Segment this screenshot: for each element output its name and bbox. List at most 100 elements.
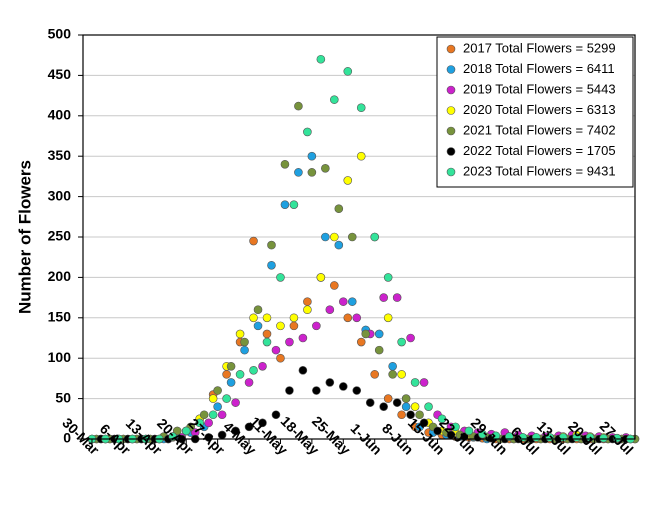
point [383, 394, 393, 403]
point [240, 337, 249, 347]
point [316, 54, 326, 64]
legend-marker [446, 65, 456, 74]
legend-marker [446, 85, 456, 95]
point [276, 321, 285, 331]
point [392, 398, 402, 407]
point [397, 337, 406, 347]
point [262, 313, 272, 323]
point [226, 378, 236, 387]
point [181, 426, 191, 436]
legend-label: 2021 Total Flowers = 7402 [463, 122, 616, 137]
point [334, 240, 344, 250]
point [271, 410, 281, 420]
point [347, 297, 357, 306]
point [383, 273, 393, 282]
legend-label: 2019 Total Flowers = 5443 [463, 81, 616, 96]
point [478, 429, 487, 439]
point [172, 426, 182, 436]
legend-label: 2018 Total Flowers = 6411 [463, 61, 615, 76]
point [222, 370, 231, 379]
legend-label: 2017 Total Flowers = 5299 [463, 40, 616, 55]
legend-box [436, 36, 634, 188]
point [356, 337, 366, 347]
point [267, 260, 276, 270]
point [289, 200, 299, 209]
point [330, 95, 339, 104]
point [352, 386, 362, 395]
point [388, 361, 397, 371]
point [338, 297, 348, 306]
point [491, 431, 501, 441]
point [347, 232, 357, 242]
point [285, 386, 294, 395]
point [267, 240, 276, 250]
point [213, 402, 222, 411]
point [599, 433, 608, 443]
point [356, 103, 366, 113]
point [294, 168, 303, 177]
point [374, 345, 384, 355]
point [419, 418, 429, 428]
point [298, 366, 308, 375]
y-tick-label: 400 [48, 107, 72, 123]
point [370, 232, 380, 242]
point [303, 127, 312, 137]
point [334, 204, 344, 214]
point [410, 378, 420, 387]
point [262, 337, 272, 347]
y-tick-label: 0 [63, 430, 71, 446]
point [401, 402, 411, 411]
point [415, 410, 424, 420]
point [244, 378, 254, 387]
legend-marker [446, 106, 456, 115]
legend-marker [446, 147, 456, 156]
point [289, 321, 299, 331]
point [307, 151, 317, 161]
point [312, 321, 321, 331]
y-tick-label: 50 [55, 389, 71, 405]
point [406, 410, 415, 420]
point [451, 422, 460, 432]
y-axis-label: Number of Flowers [15, 160, 34, 314]
point [213, 386, 222, 395]
point [231, 426, 240, 436]
point [424, 402, 433, 411]
point [271, 345, 281, 355]
point [312, 386, 321, 395]
point [374, 329, 384, 339]
point [253, 305, 263, 315]
legend-marker [446, 167, 456, 177]
point [316, 273, 326, 282]
point [361, 329, 371, 339]
point [249, 366, 258, 375]
point [235, 370, 245, 379]
y-tick-label: 300 [48, 187, 72, 203]
point [397, 410, 406, 420]
point [392, 293, 402, 302]
point [231, 398, 240, 407]
y-tick-label: 350 [48, 147, 72, 163]
point [276, 273, 285, 282]
point [195, 418, 204, 428]
point [437, 414, 447, 424]
point [204, 418, 213, 428]
point [321, 164, 330, 173]
point [343, 67, 353, 76]
point [397, 370, 406, 379]
legend-marker [446, 126, 456, 136]
legend: 2017 Total Flowers = 5299 2018 Total Flow… [436, 36, 634, 188]
point [222, 394, 231, 403]
point [199, 410, 209, 420]
y-tick-label: 500 [48, 26, 72, 42]
point [258, 418, 267, 428]
point [249, 236, 258, 246]
point [352, 313, 362, 323]
y-tick-label: 450 [48, 66, 72, 82]
point [249, 313, 258, 323]
point [419, 378, 429, 387]
point [464, 426, 474, 436]
point [365, 398, 375, 407]
point [383, 313, 393, 323]
point [262, 329, 272, 339]
